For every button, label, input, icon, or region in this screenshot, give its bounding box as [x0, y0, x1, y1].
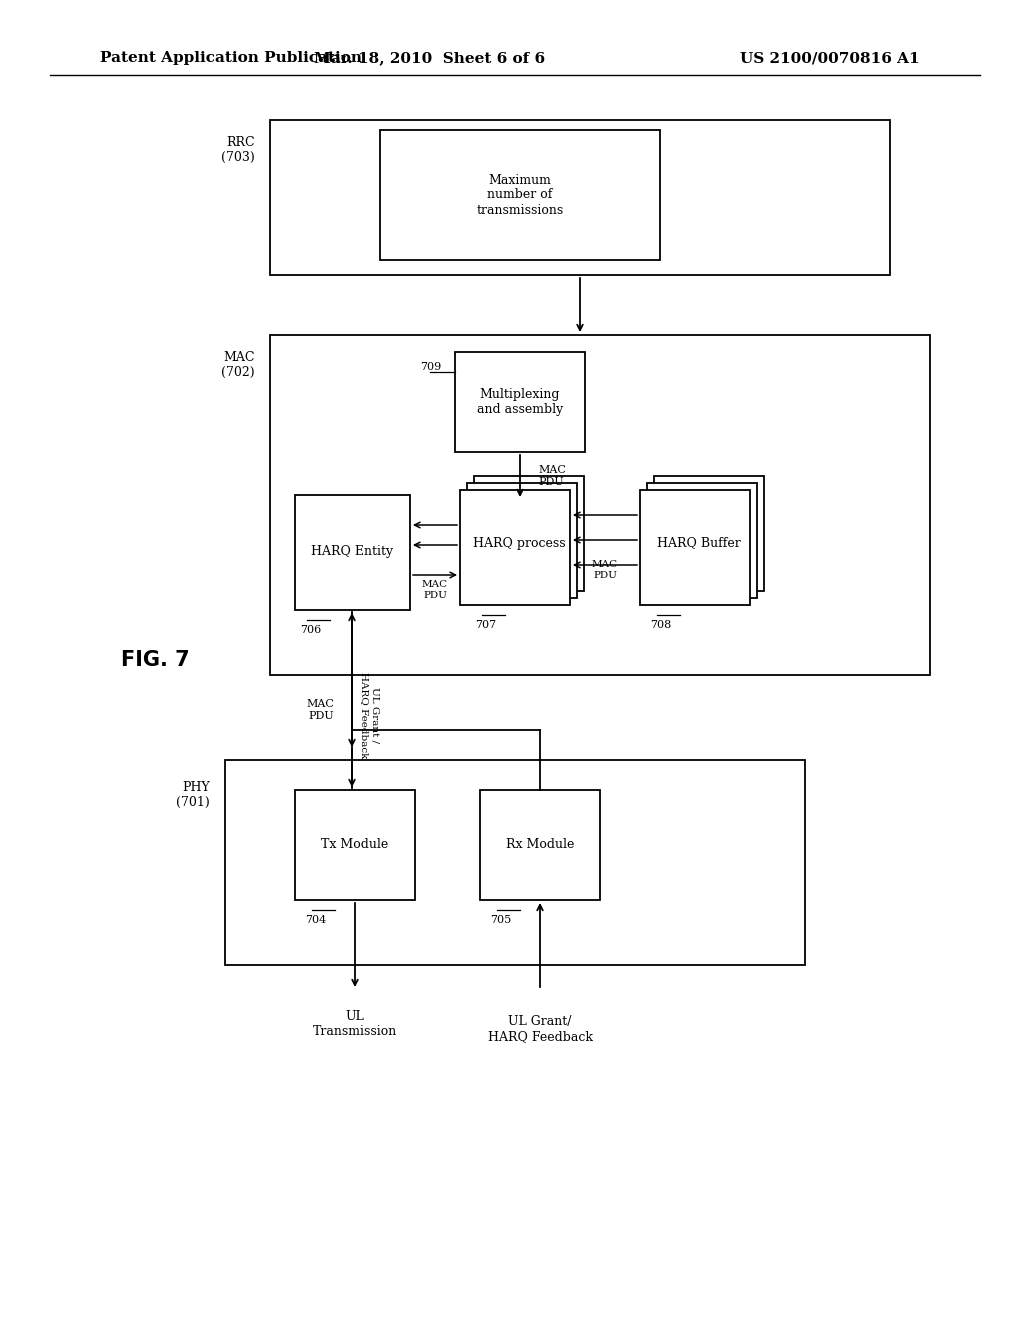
Bar — [654, 477, 764, 591]
Text: HARQ process: HARQ process — [473, 536, 565, 549]
Text: HARQ Entity: HARQ Entity — [311, 545, 393, 558]
Bar — [295, 495, 410, 610]
Bar — [295, 789, 415, 900]
Bar — [270, 335, 930, 675]
Text: Mar. 18, 2010  Sheet 6 of 6: Mar. 18, 2010 Sheet 6 of 6 — [314, 51, 546, 65]
Bar — [225, 760, 805, 965]
Text: UL Grant/
HARQ Feedback: UL Grant/ HARQ Feedback — [487, 1015, 593, 1043]
Text: MAC
PDU: MAC PDU — [422, 581, 449, 599]
Bar — [380, 129, 660, 260]
Text: 706: 706 — [300, 624, 322, 635]
Text: MAC
PDU: MAC PDU — [538, 465, 566, 487]
Text: 707: 707 — [475, 620, 496, 630]
Bar — [474, 477, 584, 591]
Text: US 2100/0070816 A1: US 2100/0070816 A1 — [740, 51, 920, 65]
Text: MAC
PDU: MAC PDU — [306, 700, 334, 721]
Text: PHY
(701): PHY (701) — [176, 781, 210, 809]
Bar — [640, 490, 750, 605]
Text: HARQ Buffer: HARQ Buffer — [657, 536, 741, 549]
Text: MAC
(702): MAC (702) — [221, 351, 255, 379]
Text: UL
Transmission: UL Transmission — [313, 1010, 397, 1038]
Text: FIG. 7: FIG. 7 — [121, 649, 189, 671]
Text: MAC
PDU: MAC PDU — [592, 560, 618, 579]
Text: UL Grant /
HARQ Feedback: UL Grant / HARQ Feedback — [360, 672, 380, 758]
Text: Patent Application Publication: Patent Application Publication — [100, 51, 362, 65]
Bar — [480, 789, 600, 900]
Text: 705: 705 — [490, 915, 511, 925]
Text: Tx Module: Tx Module — [322, 838, 389, 851]
Bar — [647, 483, 757, 598]
Bar — [270, 120, 890, 275]
Bar — [455, 352, 585, 451]
Text: 708: 708 — [650, 620, 672, 630]
Text: RRC
(703): RRC (703) — [221, 136, 255, 164]
Text: Maximum
number of
transmissions: Maximum number of transmissions — [476, 173, 563, 216]
Text: 709: 709 — [420, 362, 441, 372]
Bar — [460, 490, 570, 605]
Bar — [467, 483, 577, 598]
Text: 704: 704 — [305, 915, 327, 925]
Text: Rx Module: Rx Module — [506, 838, 574, 851]
Text: Multiplexing
and assembly: Multiplexing and assembly — [477, 388, 563, 416]
